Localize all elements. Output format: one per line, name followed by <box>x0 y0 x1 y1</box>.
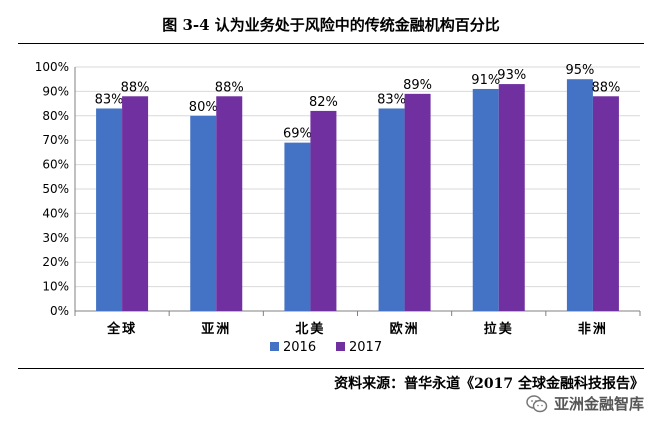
bar-2017 <box>592 96 619 311</box>
title-divider <box>18 43 644 44</box>
wechat-icon <box>526 394 548 412</box>
x-category-label: 全球 <box>106 321 137 337</box>
y-tick-label: 100% <box>35 60 69 74</box>
bar-2016 <box>284 142 311 311</box>
bar-2016 <box>96 108 123 311</box>
y-tick-label: 30% <box>42 231 69 245</box>
bar-2017 <box>404 93 431 311</box>
y-tick-label: 80% <box>42 109 69 123</box>
bar-2016 <box>378 108 405 311</box>
data-label: 83% <box>95 92 124 107</box>
source-note: 资料来源：普华永道《2017 全球金融科技报告》 <box>334 376 644 392</box>
data-label: 80% <box>189 100 218 115</box>
data-label: 82% <box>309 95 338 110</box>
x-category-label: 北美 <box>295 321 325 337</box>
y-tick-label: 0% <box>50 304 69 318</box>
data-label: 88% <box>591 80 620 95</box>
legend-swatch-2016 <box>270 342 279 351</box>
y-tick-label: 70% <box>42 133 69 147</box>
x-category-label: 亚洲 <box>201 322 231 337</box>
data-label: 83% <box>377 92 406 107</box>
bar-2017 <box>498 84 525 311</box>
bar-2017 <box>122 96 149 311</box>
y-tick-label: 50% <box>42 182 69 196</box>
y-tick-label: 40% <box>42 206 69 220</box>
bar-2017 <box>216 96 243 311</box>
data-label: 88% <box>215 80 244 95</box>
x-category-label: 欧洲 <box>390 321 420 337</box>
bar-2016 <box>472 88 499 312</box>
data-label: 88% <box>121 80 150 95</box>
x-category-label: 非洲 <box>578 321 608 337</box>
data-label: 95% <box>565 63 594 78</box>
y-tick-label: 20% <box>42 255 69 269</box>
legend-swatch-2017 <box>336 342 345 351</box>
legend-label: 2017 <box>349 340 382 355</box>
y-tick-label: 10% <box>42 280 69 294</box>
y-tick-label: 90% <box>42 84 69 98</box>
data-label: 91% <box>471 73 500 88</box>
legend-label: 2016 <box>283 340 316 355</box>
watermark: 亚洲金融智库 <box>519 391 650 416</box>
source-divider <box>18 368 644 369</box>
chart-title: 图 3-4 认为业务处于风险中的传统金融机构百分比 <box>162 16 500 34</box>
data-label: 93% <box>497 68 526 83</box>
bar-2016 <box>566 79 593 311</box>
x-category-label: 拉美 <box>484 321 514 337</box>
data-label: 89% <box>403 78 432 93</box>
watermark-text: 亚洲金融智库 <box>553 395 644 413</box>
y-tick-label: 60% <box>42 158 69 172</box>
data-label: 69% <box>283 127 312 142</box>
bar-2017 <box>310 110 337 311</box>
bar-2016 <box>190 115 217 311</box>
